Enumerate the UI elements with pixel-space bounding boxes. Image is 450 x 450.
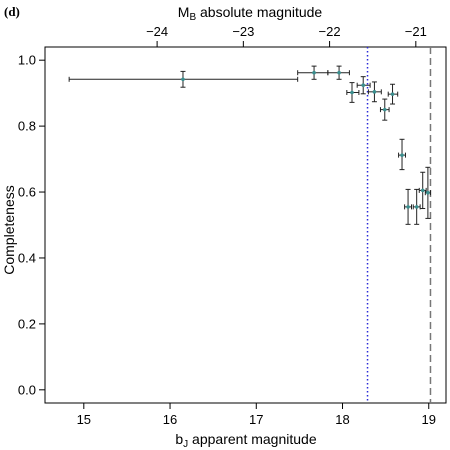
point-marker (390, 92, 395, 96)
y-tick-label: 0.8 (18, 119, 36, 134)
panel-label: (d) (4, 4, 20, 19)
x-tick-label: 16 (163, 412, 177, 427)
plot-frame (44, 46, 447, 404)
data-point (367, 81, 382, 103)
point-marker (350, 90, 354, 95)
x-tick-label: 15 (77, 412, 91, 427)
y-tick-label: 0.0 (18, 382, 36, 397)
top-tick-label: −24 (146, 24, 168, 39)
data-point (424, 166, 431, 219)
data-point (418, 171, 427, 210)
data-point (346, 82, 360, 103)
point-marker (372, 90, 377, 94)
data-point (387, 83, 399, 105)
y-tick-label: 0.2 (18, 316, 36, 331)
x-tick-label: 19 (422, 412, 436, 427)
point-marker (312, 70, 316, 75)
point-marker (382, 107, 387, 112)
data-points (68, 65, 431, 225)
point-marker (426, 190, 430, 195)
top-tick-label: −21 (405, 24, 427, 39)
y-tick-label: 1.0 (18, 53, 36, 68)
top-axis-title: MB absolute magnitude (178, 4, 323, 23)
x-tick-label: 18 (335, 412, 349, 427)
point-marker (420, 188, 425, 193)
top-tick-label: −23 (232, 24, 254, 39)
point-marker (181, 77, 185, 82)
point-marker (406, 205, 410, 209)
point-marker (400, 153, 404, 157)
data-point (379, 98, 390, 121)
reference-lines (366, 47, 432, 403)
y-axis-title: Completeness (1, 185, 17, 275)
point-marker (414, 205, 419, 209)
data-point (327, 65, 350, 80)
point-marker (337, 70, 341, 75)
y-tick-label: 0.4 (18, 250, 36, 265)
data-point (68, 70, 299, 88)
y-tick-label: 0.6 (18, 185, 36, 200)
data-point (297, 65, 329, 80)
data-point (398, 138, 406, 171)
y-axis: 0.0 0.2 0.4 0.6 0.8 1.0 (18, 53, 45, 397)
point-marker (361, 83, 366, 88)
x-tick-label: 17 (249, 412, 263, 427)
data-point (404, 188, 413, 225)
x-axis-title: bJ apparent magnitude (175, 431, 316, 450)
top-axis: −24 −23 −22 −21 (146, 24, 427, 47)
x-axis: 15 16 17 18 19 (77, 403, 436, 427)
data-point (412, 188, 421, 225)
data-point (356, 76, 371, 95)
top-tick-label: −22 (319, 24, 341, 39)
